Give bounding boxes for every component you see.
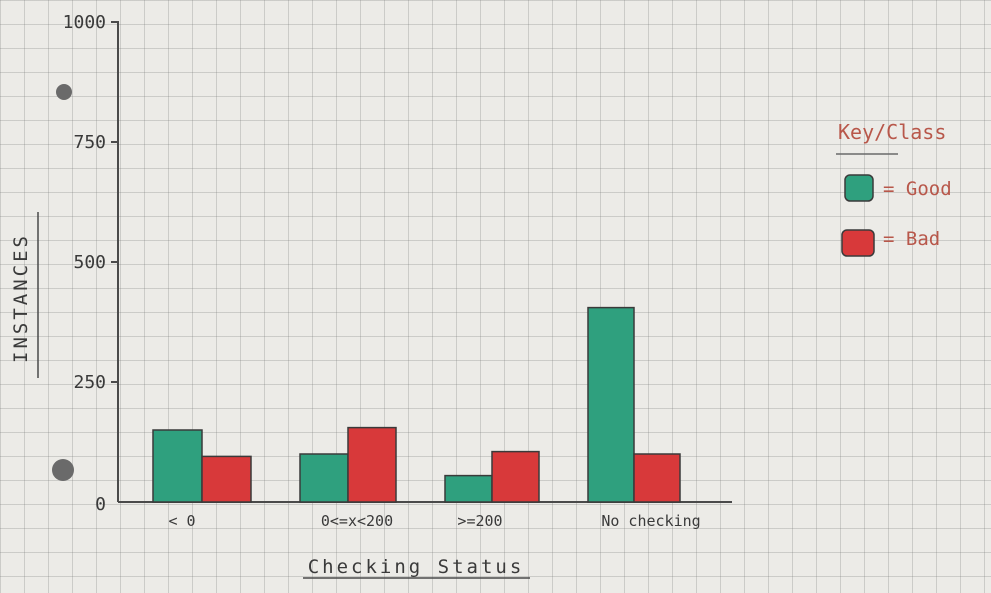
x-axis-title: Checking Status: [308, 556, 525, 578]
x-tick-labels: < 0 0<=x<200 >=200 No checking: [168, 512, 700, 530]
binder-hole-icon: [56, 84, 72, 100]
x-tick-label: >=200: [457, 512, 502, 530]
bar-good-3: [587, 306, 635, 503]
bar-bad-1: [347, 426, 397, 503]
legend-label-good: = Good: [883, 178, 952, 200]
y-tick-label: 1000: [63, 12, 106, 33]
x-tick-label: 0<=x<200: [321, 512, 393, 530]
legend-swatch-bad: [841, 229, 875, 257]
y-tick-label: 250: [73, 372, 106, 393]
y-tick-label: 0: [95, 494, 106, 515]
bar-good-1: [299, 453, 349, 503]
legend-title: Key/Class: [838, 120, 946, 144]
y-ticks: 0 250 500 750 1000: [63, 12, 119, 515]
binder-hole-icon: [52, 459, 74, 481]
bar-bad-2: [491, 450, 540, 503]
y-axis-title: INSTANCES: [10, 233, 32, 363]
x-tick-label: < 0: [168, 512, 195, 530]
bar-bad-3: [633, 453, 681, 503]
bar-bad-0: [201, 455, 252, 503]
bar-good-2: [444, 474, 493, 503]
bars: [152, 306, 681, 503]
x-tick-label: No checking: [601, 512, 700, 530]
legend-label-bad: = Bad: [883, 228, 940, 250]
y-tick-label: 750: [73, 132, 106, 153]
bar-good-0: [152, 429, 203, 503]
legend: Key/Class = Good = Bad: [836, 120, 952, 257]
y-tick-label: 500: [73, 252, 106, 273]
legend-swatch-good: [844, 174, 874, 202]
